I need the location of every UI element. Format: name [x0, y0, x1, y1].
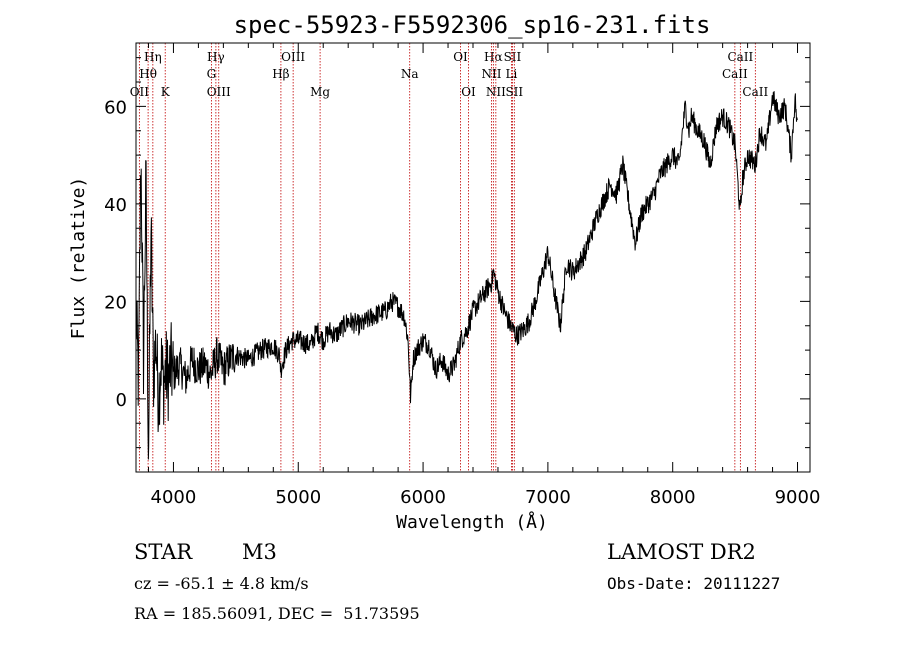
- line-marker-label: CaII: [722, 67, 748, 81]
- survey-name: LAMOST DR2: [607, 540, 756, 564]
- y-tick-label: 0: [116, 390, 127, 411]
- line-marker-label: OIII: [207, 85, 231, 99]
- line-marker-label: OIII: [281, 50, 305, 64]
- object-subclass: M3: [242, 540, 277, 564]
- x-tick-label: 6000: [400, 487, 446, 508]
- line-marker-label: Hγ: [207, 50, 225, 64]
- line-marker-label: Na: [401, 67, 419, 81]
- spectrum-line: [135, 91, 798, 460]
- line-marker-label: Li: [506, 67, 518, 81]
- line-marker-label: OI: [461, 85, 476, 99]
- y-tick-label: 40: [104, 195, 127, 216]
- line-marker-label: Hη: [144, 50, 162, 64]
- object-class: STAR: [134, 540, 193, 564]
- y-tick-label: 60: [104, 97, 127, 118]
- chart-title: spec-55923-F5592306_sp16-231.fits: [234, 11, 711, 39]
- x-tick-label: 5000: [275, 487, 321, 508]
- x-tick-label: 4000: [151, 487, 197, 508]
- line-marker-label: K: [161, 85, 171, 99]
- line-marker-label: NII: [486, 85, 506, 99]
- y-axis-label: Flux (relative): [68, 177, 89, 340]
- plot-frame: [135, 42, 811, 473]
- x-axis-label: Wavelength (Å): [396, 511, 548, 533]
- line-marker-label: SII: [504, 50, 522, 64]
- spectrum-series: [135, 91, 798, 460]
- redshift-cz: cz = -65.1 ± 4.8 km/s: [134, 574, 309, 593]
- line-marker-label: Mg: [310, 85, 330, 99]
- x-tick-label: 9000: [775, 487, 821, 508]
- x-tick-label: 7000: [525, 487, 571, 508]
- line-marker-label: Hβ: [272, 67, 289, 81]
- line-marker-label: CaII: [742, 85, 768, 99]
- line-marker-label: NII: [481, 67, 501, 81]
- observation-date: Obs-Date: 20111227: [607, 574, 781, 593]
- axes: 4000 5000 6000 7000 8000 9000 0 20 40 60: [104, 43, 820, 508]
- line-marker-label: CaII: [727, 50, 753, 64]
- line-marker-label: Hα: [484, 50, 503, 64]
- y-tick-label: 20: [104, 292, 127, 313]
- line-marker-label: OII: [130, 85, 150, 99]
- x-tick-label: 8000: [650, 487, 696, 508]
- line-marker-label: SII: [505, 85, 523, 99]
- coordinates-radec: RA = 185.56091, DEC = 51.73595: [134, 604, 420, 623]
- line-marker-label: OI: [453, 50, 468, 64]
- line-marker-label: G: [207, 67, 217, 81]
- line-marker-label: Hθ: [139, 67, 157, 81]
